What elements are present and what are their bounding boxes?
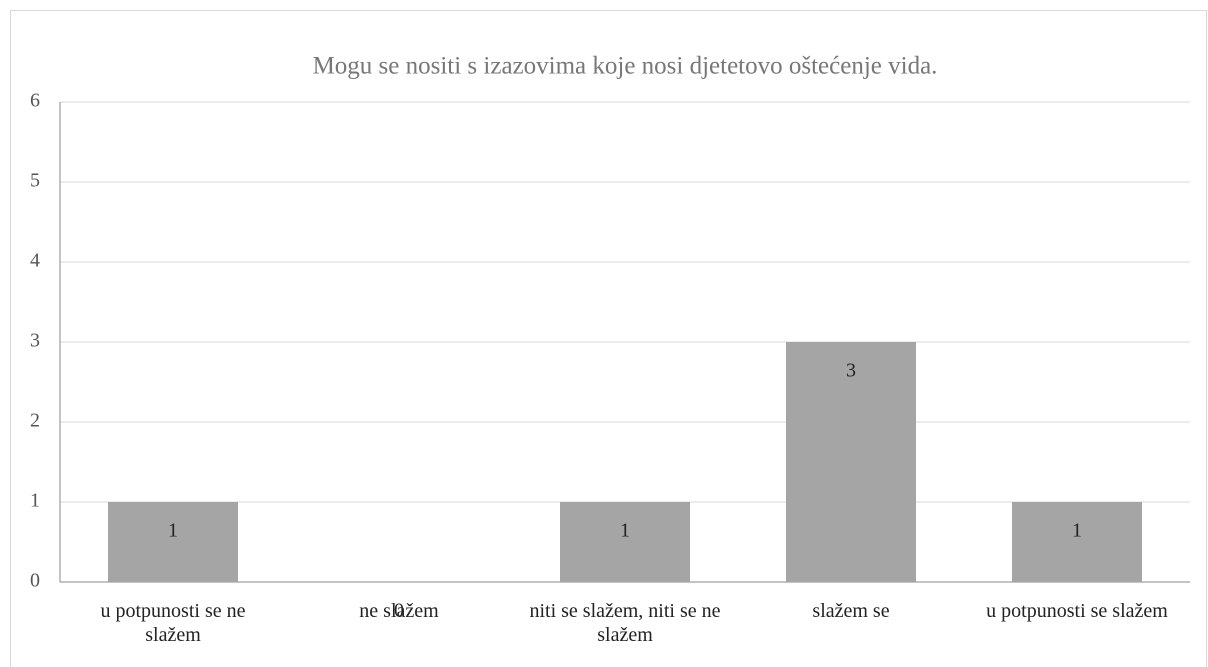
bar bbox=[1012, 502, 1142, 582]
chart-title: Mogu se nositi s izazovima koje nosi dje… bbox=[313, 53, 938, 80]
y-tick-label: 3 bbox=[30, 330, 40, 352]
data-label: 0 bbox=[394, 600, 404, 622]
y-tick-label: 4 bbox=[30, 250, 40, 272]
y-tick-label: 0 bbox=[30, 570, 40, 592]
bar bbox=[560, 502, 690, 582]
x-tick-label: u potpunosti se ne slažem bbox=[100, 600, 246, 646]
y-tick-label: 5 bbox=[30, 170, 40, 192]
data-label: 1 bbox=[620, 520, 630, 542]
x-tick-label: u potpunosti se slažem bbox=[986, 600, 1168, 622]
y-tick-label: 2 bbox=[30, 410, 40, 432]
data-label: 1 bbox=[168, 520, 178, 542]
y-tick-label: 1 bbox=[30, 490, 40, 512]
bar bbox=[108, 502, 238, 582]
data-label: 1 bbox=[1072, 520, 1082, 542]
bar bbox=[786, 342, 916, 582]
y-tick-label: 6 bbox=[30, 90, 40, 112]
x-tick-label: slažem se bbox=[812, 600, 890, 622]
data-label: 3 bbox=[846, 360, 856, 382]
x-tick-label: niti se slažem, niti se ne slažem bbox=[529, 600, 721, 646]
x-tick-label: ne slažem bbox=[359, 600, 439, 622]
chart-border bbox=[10, 10, 1207, 667]
